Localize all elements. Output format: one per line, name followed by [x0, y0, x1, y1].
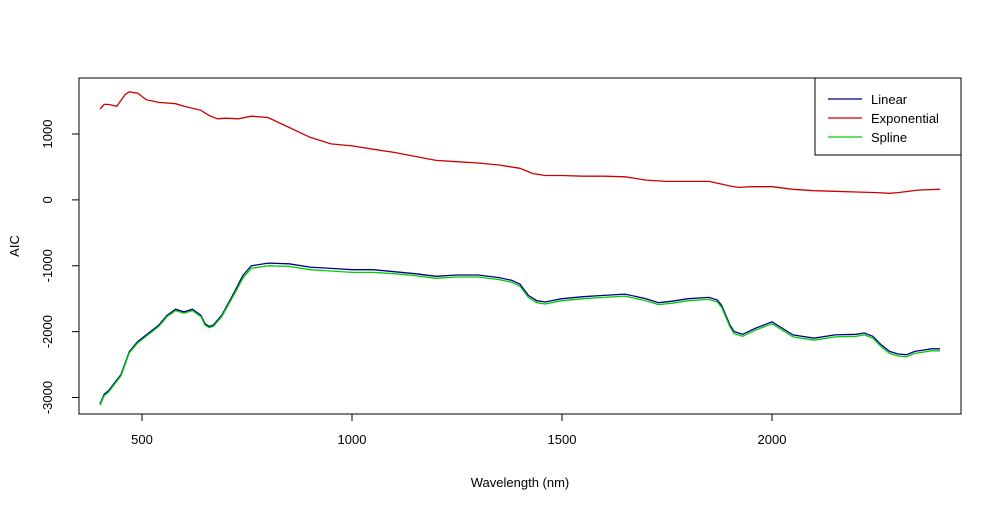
series-line-exponential — [99, 91, 941, 194]
series-layer — [99, 91, 941, 406]
x-axis-label: Wavelength (nm) — [471, 475, 570, 490]
y-axis-label: AIC — [7, 235, 22, 257]
x-tick-label: 2000 — [758, 432, 787, 447]
series-line-linear — [99, 262, 940, 405]
y-axis-ticks: -3000 -2000 -1000 0 1000 — [40, 120, 79, 414]
y-tick-label: -3000 — [40, 381, 55, 414]
y-tick-label: -1000 — [40, 249, 55, 282]
legend-label-spline: Spline — [871, 130, 907, 145]
legend-label-linear: Linear — [871, 92, 908, 107]
x-tick-label: 1500 — [548, 432, 577, 447]
legend-items: Linear Exponential Spline — [828, 92, 939, 145]
x-tick-label: 1000 — [338, 432, 367, 447]
x-axis-ticks: 500 1000 1500 2000 — [131, 414, 786, 447]
series-line-spline — [99, 265, 940, 406]
legend: Linear Exponential Spline — [814, 77, 962, 156]
legend-label-exponential: Exponential — [871, 111, 939, 126]
y-tick-label: 0 — [40, 196, 55, 203]
x-tick-label: 500 — [131, 432, 153, 447]
legend-box — [814, 77, 962, 156]
y-tick-label: -2000 — [40, 315, 55, 348]
y-tick-label: 1000 — [40, 120, 55, 149]
plot-frame — [78, 77, 962, 415]
